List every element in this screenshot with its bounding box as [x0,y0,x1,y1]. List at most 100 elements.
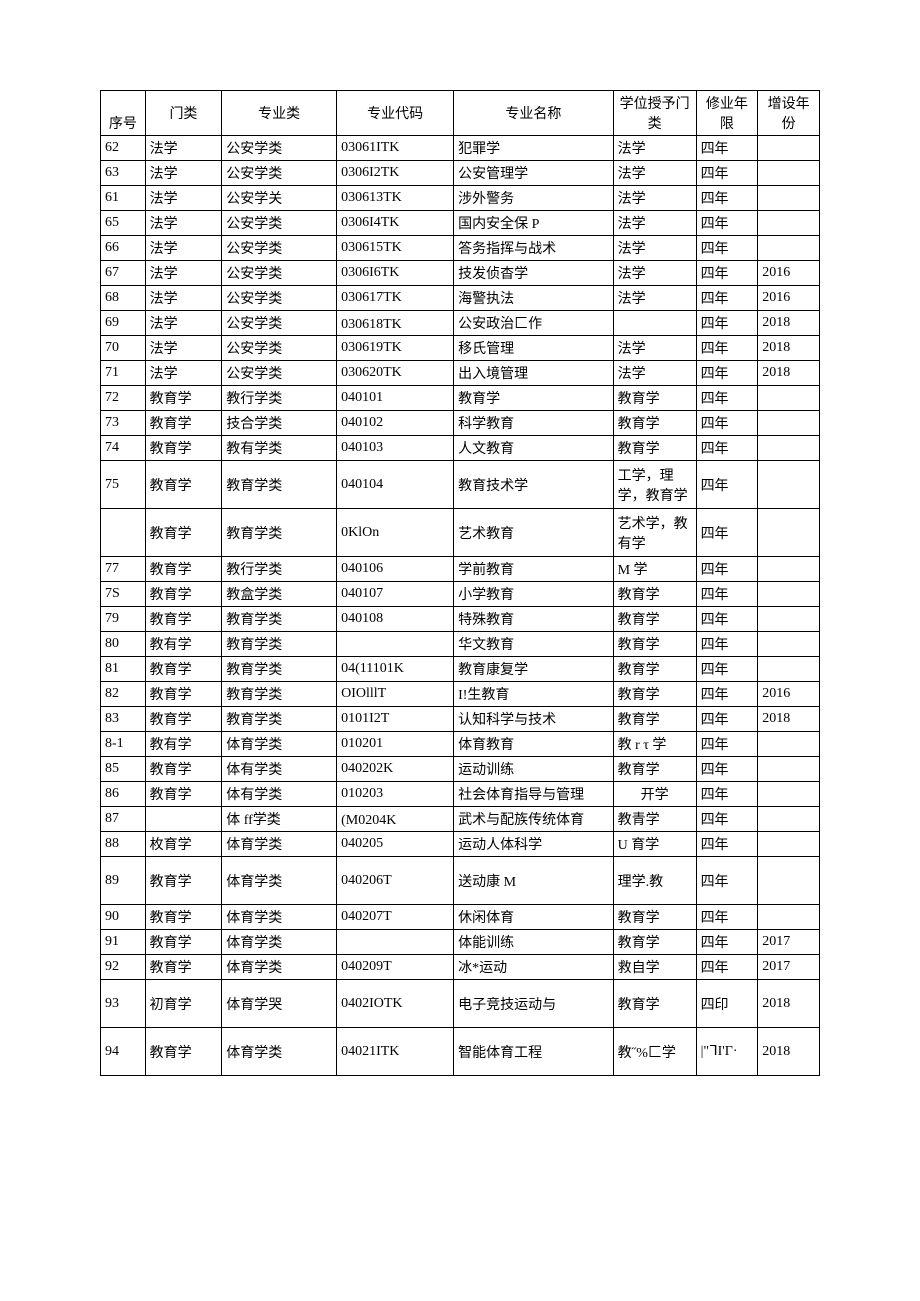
cell-code: 030618TK [337,311,454,336]
cell-seq: 73 [101,411,146,436]
cell-year [758,582,820,607]
cell-cat: 教育学 [145,857,222,905]
cell-cat [145,807,222,832]
cell-code: 04(11101K [337,657,454,682]
cell-year [758,832,820,857]
cell-seq: 89 [101,857,146,905]
cell-seq: 8-1 [101,732,146,757]
cell-year [758,857,820,905]
cell-name: 体育教育 [454,732,614,757]
cell-type: 公安学类 [222,261,337,286]
col-seq: 序号 [101,91,146,136]
cell-degree: 法学 [613,286,696,311]
cell-type: 公安学类 [222,211,337,236]
cell-cat: 教育学 [145,582,222,607]
cell-year: 2016 [758,286,820,311]
table-row: 90教育学体育学类040207T休闲体育教育学四年 [101,905,820,930]
cell-degree: 教育学 [613,632,696,657]
cell-type: 体有学类 [222,757,337,782]
cell-seq: 72 [101,386,146,411]
cell-type: 公安学类 [222,286,337,311]
cell-year: 2018 [758,336,820,361]
cell-name: 公安管理学 [454,161,614,186]
cell-year [758,732,820,757]
cell-code: 040202K [337,757,454,782]
cell-type: 教育学类 [222,607,337,632]
cell-code: 0KlOn [337,509,454,557]
cell-type: 体育学哭 [222,980,337,1028]
cell-name: 出入境管理 [454,361,614,386]
cell-name: 答务指挥与战术 [454,236,614,261]
cell-degree: 法学 [613,336,696,361]
table-row: 94教育学体育学类04021ITK智能体育工程教˝%匚学|"ᒣI'Γ·2018 [101,1028,820,1076]
cell-name: 犯罪学 [454,136,614,161]
cell-code: 0101I2T [337,707,454,732]
cell-name: 国内安全保 P [454,211,614,236]
cell-seq: 63 [101,161,146,186]
cell-cat: 教育学 [145,411,222,436]
cell-dur: 四年 [696,607,758,632]
cell-code: 040103 [337,436,454,461]
cell-cat: 教育学 [145,905,222,930]
table-row: 92教育学体育学类040209T冰*运动救自学四年2017 [101,955,820,980]
cell-type: 体育学类 [222,857,337,905]
cell-seq: 70 [101,336,146,361]
cell-degree: 工学，理学，教育学 [613,461,696,509]
cell-type: 教行学类 [222,557,337,582]
cell-type: 公安学类 [222,136,337,161]
cell-seq: 88 [101,832,146,857]
cell-dur: 四年 [696,955,758,980]
cell-dur: 四年 [696,557,758,582]
table-row: 74教育学教有学类040103人文教育教育学四年 [101,436,820,461]
table-row: 77教育学教行学类040106学前教育M 学四年 [101,557,820,582]
cell-year: 2017 [758,955,820,980]
cell-cat: 教育学 [145,657,222,682]
table-row: 72教育学教行学类040101教育学教育学四年 [101,386,820,411]
cell-cat: 初育学 [145,980,222,1028]
cell-name: 小学教育 [454,582,614,607]
cell-cat: 枚育学 [145,832,222,857]
col-dur: 修业年限 [696,91,758,136]
cell-degree: 教 r τ 学 [613,732,696,757]
cell-name: 武术与配族传统体育 [454,807,614,832]
cell-name: 休闲体育 [454,905,614,930]
cell-dur: |"ᒣI'Γ· [696,1028,758,1076]
cell-cat: 法学 [145,261,222,286]
cell-degree: 教育学 [613,707,696,732]
cell-cat: 法学 [145,161,222,186]
cell-seq: 83 [101,707,146,732]
cell-name: 认知科学与技术 [454,707,614,732]
cell-cat: 法学 [145,311,222,336]
cell-code [337,930,454,955]
cell-degree: 开学 [613,782,696,807]
cell-dur: 四年 [696,930,758,955]
cell-degree: 教育学 [613,682,696,707]
cell-seq: 80 [101,632,146,657]
cell-dur: 四年 [696,682,758,707]
cell-dur: 四印 [696,980,758,1028]
cell-name: 学前教育 [454,557,614,582]
cell-degree: 教青学 [613,807,696,832]
cell-name: 人文教育 [454,436,614,461]
cell-name: 运动人体科学 [454,832,614,857]
table-row: 63法学公安学类0306I2TK公安管理学法学四年 [101,161,820,186]
cell-dur: 四年 [696,211,758,236]
col-code: 专业代码 [337,91,454,136]
cell-year [758,136,820,161]
cell-name: 移氏管理 [454,336,614,361]
cell-cat: 法学 [145,336,222,361]
cell-type: 体育学类 [222,832,337,857]
cell-type: 教有学类 [222,436,337,461]
cell-name: 技发侦杳学 [454,261,614,286]
cell-seq: 85 [101,757,146,782]
table-row: 71法学公安学类030620TK出入境管理法学四年2018 [101,361,820,386]
cell-degree: 教育学 [613,386,696,411]
cell-degree: 法学 [613,161,696,186]
cell-type: 体育学类 [222,732,337,757]
cell-degree: 法学 [613,211,696,236]
cell-code: 0402IOTK [337,980,454,1028]
cell-seq: 94 [101,1028,146,1076]
cell-code: 010203 [337,782,454,807]
cell-seq: 71 [101,361,146,386]
cell-code: 030619TK [337,336,454,361]
